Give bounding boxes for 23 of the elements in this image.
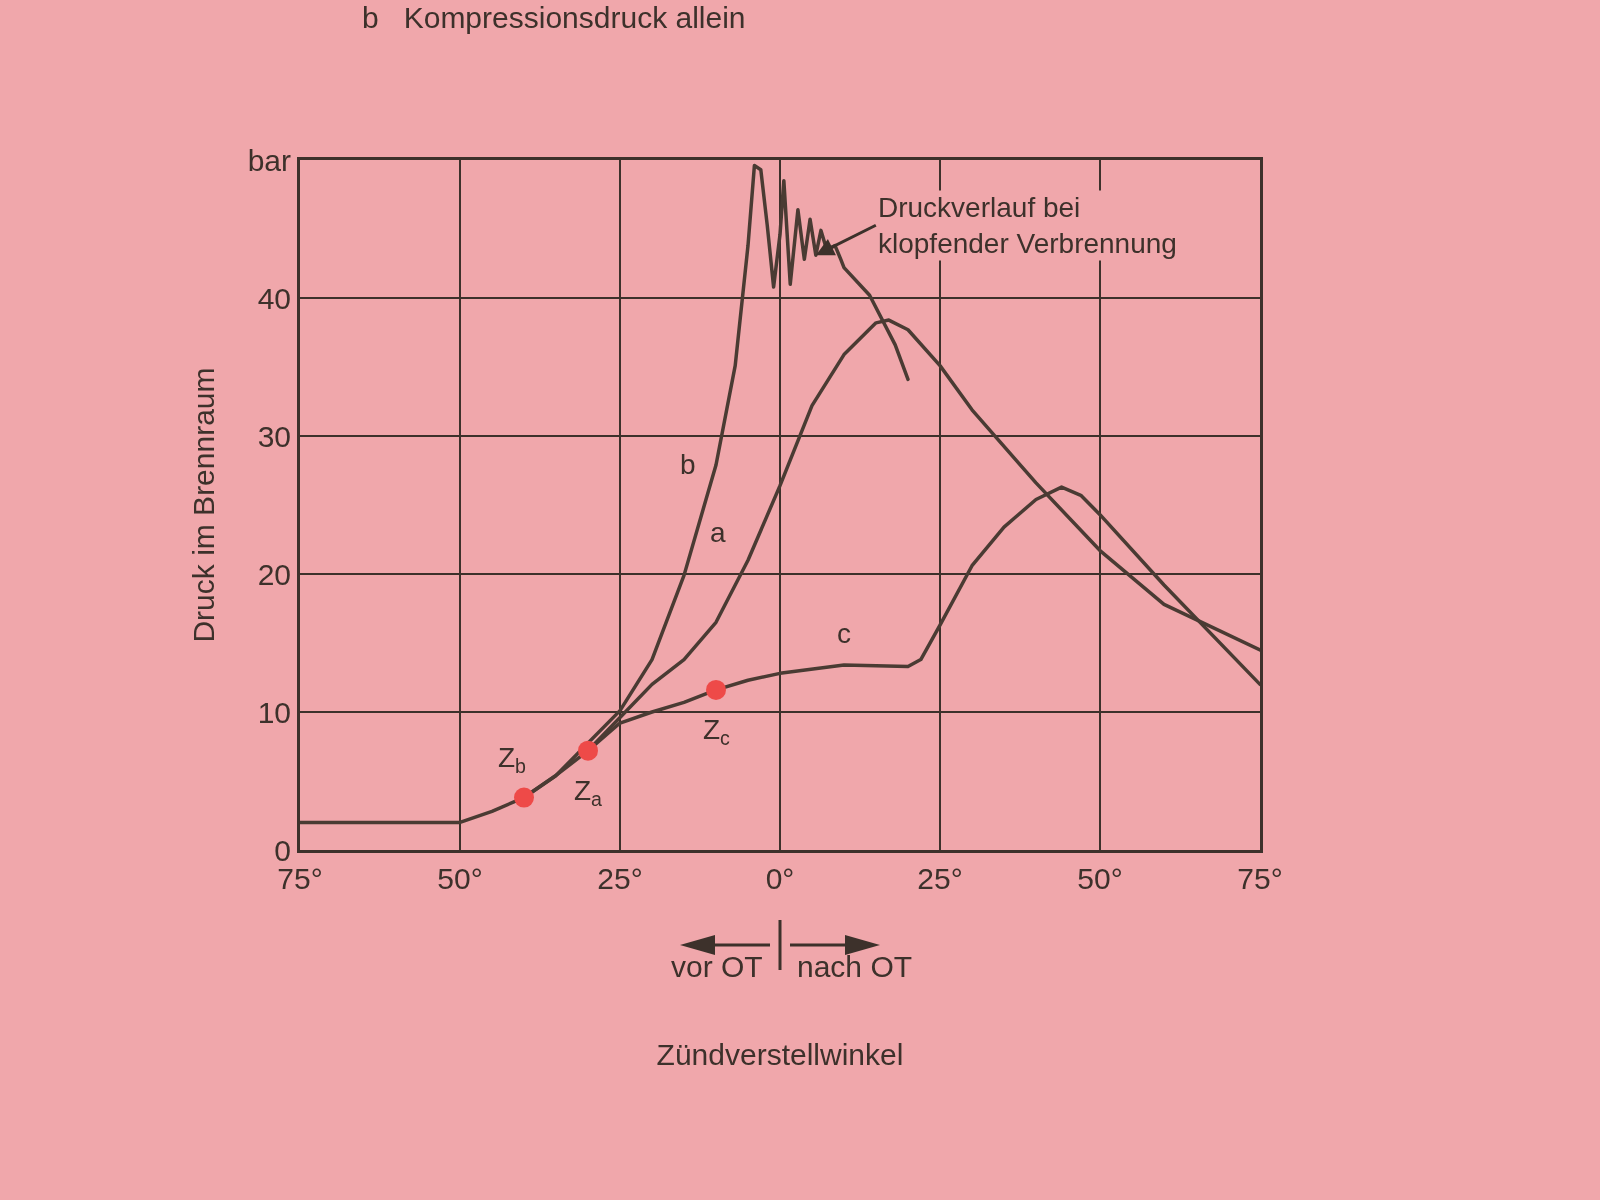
x-tick-label: 50° xyxy=(1077,862,1123,895)
annotation: Druckverlauf bei klopfender Verbrennung xyxy=(878,192,1177,260)
annotation: Z$_{b}$ xyxy=(498,742,527,777)
annotation: Z$_{a}$ xyxy=(574,775,603,810)
x-tick-label: 0° xyxy=(765,862,795,895)
y-axis-title: Druck im Brennraum xyxy=(186,367,220,643)
chart-title: b Kompressionsdruck allein xyxy=(362,1,746,34)
annotation: Z$_{c}$ xyxy=(703,714,731,749)
x-tick-label: 50° xyxy=(437,862,483,895)
x-tick-label: 25° xyxy=(597,862,643,895)
y-tick-label: bar xyxy=(247,143,292,177)
y-tick-label: 10 xyxy=(257,695,291,729)
y-tick-label: 30 xyxy=(257,419,291,453)
y-tick-label: 40 xyxy=(257,281,291,315)
annotation: b xyxy=(680,449,696,480)
text: vor OT xyxy=(671,950,763,983)
x-axis-title: Zündverstellwinkel xyxy=(656,1037,904,1071)
x-tick-label: 25° xyxy=(917,862,963,895)
text: nach OT xyxy=(797,950,913,983)
annotation: c xyxy=(837,618,851,649)
y-tick-label: 20 xyxy=(257,557,291,591)
x-tick-label: 75° xyxy=(1237,862,1283,895)
annotation: a xyxy=(710,517,726,548)
